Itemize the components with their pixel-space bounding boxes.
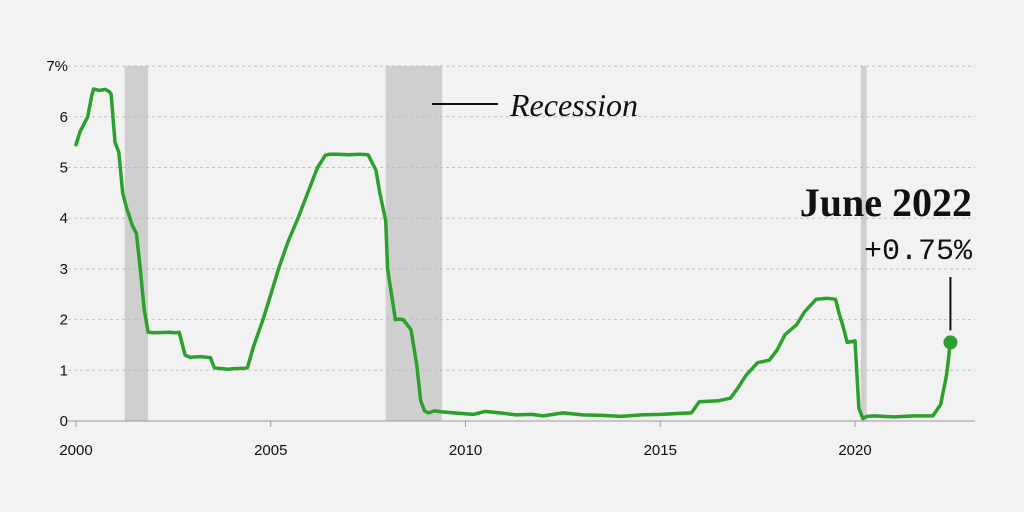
y-tick-label-2: 2 xyxy=(60,312,68,329)
recession-band-3 xyxy=(860,66,867,421)
recession-legend-label: Recession xyxy=(509,87,638,123)
y-tick-label-3: 3 xyxy=(60,261,68,278)
x-tick-label-2015: 2015 xyxy=(644,442,677,459)
y-tick-label-1: 1 xyxy=(60,362,68,379)
recession-bands xyxy=(124,66,867,421)
x-tick-label-2020: 2020 xyxy=(838,442,871,459)
recession-legend: Recession xyxy=(432,87,638,123)
y-tick-label-0: 0 xyxy=(60,413,68,430)
recession-band-2 xyxy=(385,66,443,421)
x-tick-label-2010: 2010 xyxy=(449,442,482,459)
y-tick-label-5: 5 xyxy=(60,160,68,177)
x-axis-ticks xyxy=(75,421,856,427)
y-axis-tick-labels: 0 1 2 3 4 5 6 7% xyxy=(46,58,68,430)
y-tick-label-6: 6 xyxy=(60,109,68,126)
latest-value-marker xyxy=(943,335,958,350)
x-axis-tick-labels: 2000 2005 2010 2015 2020 xyxy=(59,442,871,459)
y-tick-label-4: 4 xyxy=(60,210,68,227)
x-tick-label-2005: 2005 xyxy=(254,442,287,459)
x-tick-label-2000: 2000 xyxy=(59,442,92,459)
annotation-value: +0.75% xyxy=(864,235,973,269)
y-tick-label-7: 7% xyxy=(46,58,68,75)
gridlines xyxy=(68,65,975,371)
rate-series-line xyxy=(74,87,953,421)
latest-value-annotation: June 2022 +0.75% xyxy=(800,180,973,350)
annotation-title: June 2022 xyxy=(800,180,972,225)
